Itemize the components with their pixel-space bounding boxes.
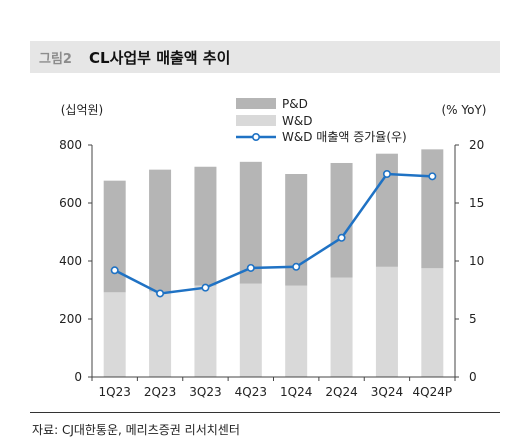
source-note: 자료: CJ대한통운, 메리츠증권 리서치센터 [32, 423, 240, 437]
y-left-label: (십억원) [61, 103, 103, 117]
bar-pd-4Q23 [239, 161, 262, 284]
bar-pd-1Q24 [285, 174, 308, 286]
legend-label-wd: W&D [282, 114, 312, 128]
bar-wd-3Q24 [375, 266, 398, 377]
left-tick-label: 600 [59, 196, 82, 210]
x-tick-label: 1Q24 [280, 385, 312, 399]
left-tick-label: 800 [59, 138, 82, 152]
growth-point-2Q23 [156, 289, 165, 298]
right-tick-label: 20 [469, 138, 484, 152]
x-tick-label: 2Q24 [325, 385, 357, 399]
left-tick-label: 200 [59, 312, 82, 326]
x-tick-label: 4Q23 [235, 385, 267, 399]
x-tick-label: 3Q23 [189, 385, 221, 399]
legend-label-growth: W&D 매출액 증가율(우) [282, 130, 407, 144]
bar-wd-4Q24P [421, 268, 444, 377]
growth-point-4Q24P [428, 172, 437, 181]
bar-wd-3Q23 [194, 285, 217, 377]
x-tick-label: 1Q23 [99, 385, 131, 399]
legend-marker-growth [252, 133, 261, 142]
bar-pd-2Q23 [149, 169, 172, 292]
right-tick-label: 15 [469, 196, 484, 210]
x-tick-label: 3Q24 [371, 385, 403, 399]
growth-point-3Q24 [382, 170, 391, 179]
growth-point-3Q23 [201, 283, 210, 292]
chart-title: CL사업부 매출액 추이 [89, 49, 231, 67]
bar-wd-1Q24 [285, 285, 308, 377]
right-tick-label: 10 [469, 254, 484, 268]
bar-pd-4Q24P [421, 149, 444, 269]
x-tick-label: 2Q23 [144, 385, 176, 399]
bar-wd-4Q23 [239, 283, 262, 377]
left-tick-label: 0 [74, 370, 82, 384]
title-bar: 그림2 CL사업부 매출액 추이 [30, 41, 500, 73]
growth-point-4Q23 [246, 263, 255, 272]
legend-swatch-pd [236, 98, 276, 109]
growth-point-2Q24 [337, 233, 346, 242]
bar-wd-2Q23 [149, 291, 172, 377]
growth-line [114, 172, 433, 295]
y-right-label: (% YoY) [442, 103, 487, 117]
bar-wd-2Q24 [330, 277, 353, 377]
growth-point-1Q24 [292, 262, 301, 271]
right-tick-label: 0 [469, 370, 477, 384]
bar-pd-3Q23 [194, 166, 217, 286]
legend-label-pd: P&D [282, 97, 308, 111]
footer-divider [30, 412, 500, 413]
bar-wd-1Q23 [103, 292, 126, 377]
right-tick-label: 5 [469, 312, 477, 326]
growth-point-1Q23 [110, 266, 119, 275]
legend-swatch-wd [236, 115, 276, 126]
bar-pd-1Q23 [103, 180, 126, 293]
left-tick-label: 400 [59, 254, 82, 268]
bar-pd-2Q24 [330, 162, 353, 278]
figure-label: 그림2 [39, 52, 72, 67]
x-tick-label: 4Q24P [413, 385, 453, 399]
